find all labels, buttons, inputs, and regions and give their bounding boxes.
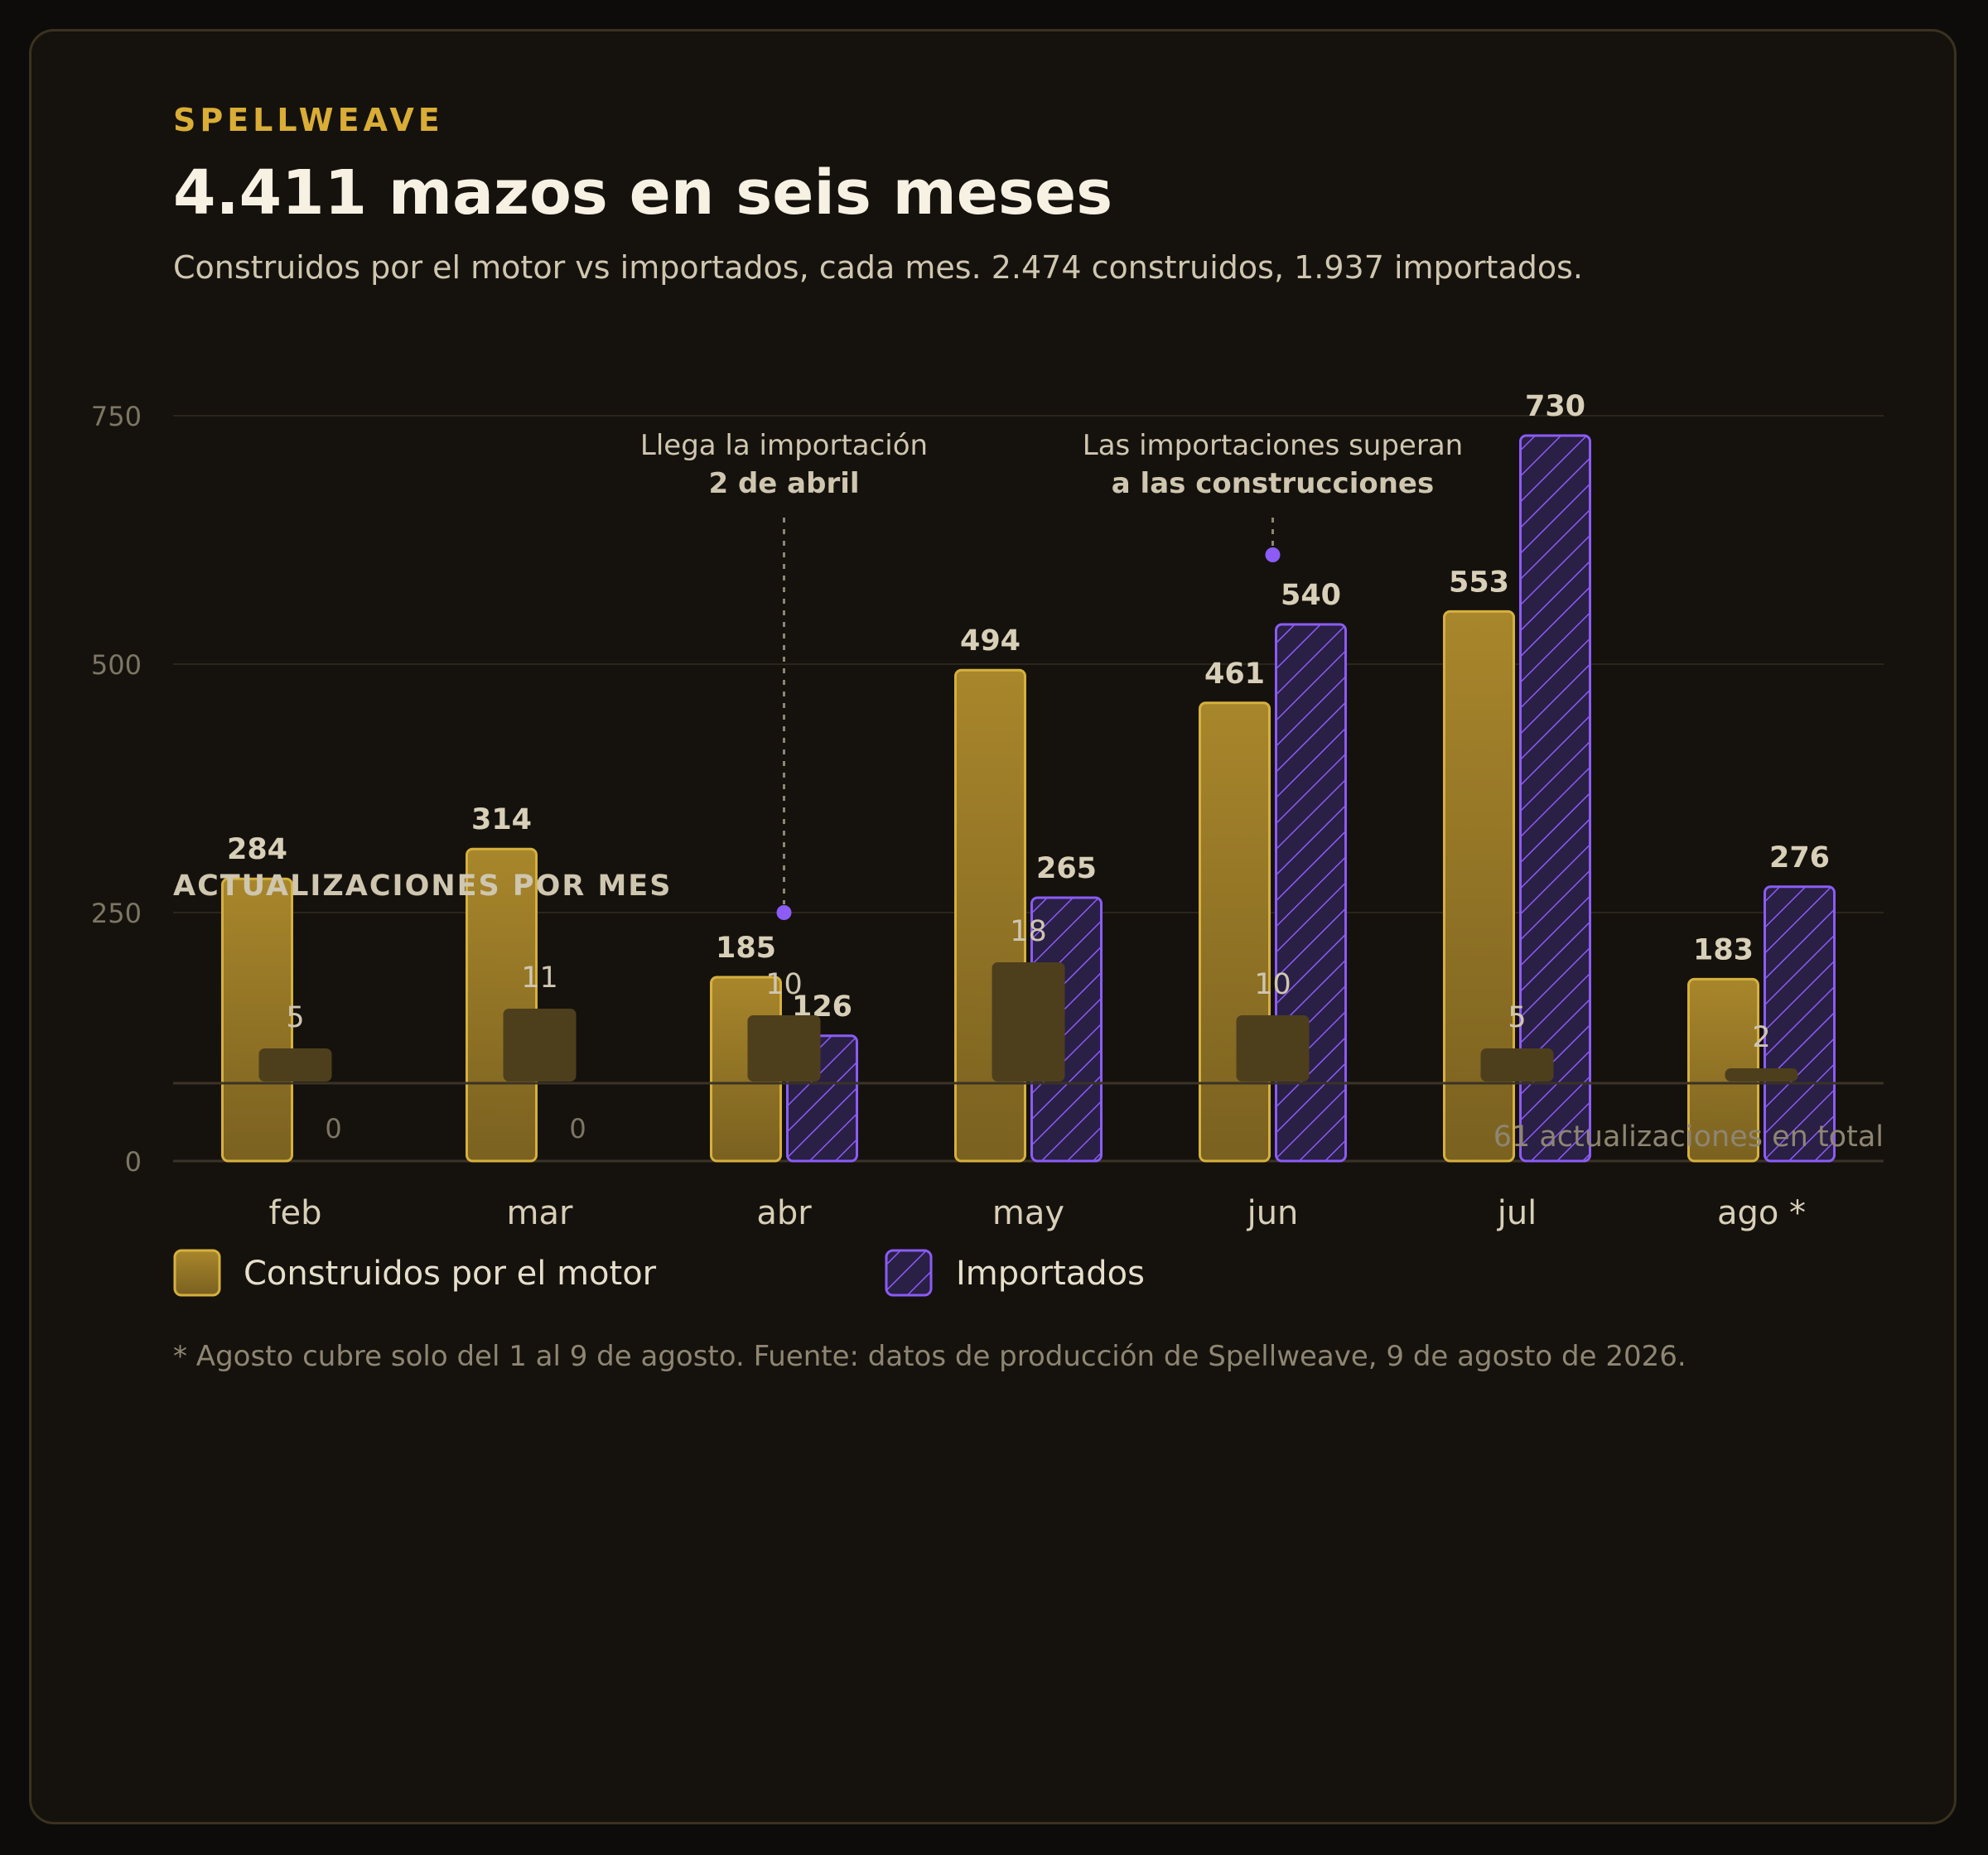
legend-swatch-imported: [885, 1249, 933, 1297]
page-title: 4.411 mazos en seis meses: [173, 157, 1112, 229]
data-label-imported: 0: [325, 1113, 341, 1144]
data-label-imported: 276: [1769, 841, 1830, 874]
update-label: 2: [1752, 1021, 1770, 1054]
update-bar: [503, 1009, 577, 1082]
data-label-imported: 540: [1281, 579, 1341, 612]
update-label: 5: [1508, 1001, 1526, 1034]
bar-built: [1443, 610, 1515, 1163]
y-tick-label: 500: [91, 649, 142, 681]
y-tick-label: 0: [125, 1146, 142, 1178]
data-label-built: 183: [1693, 933, 1754, 966]
x-tick-label: may: [992, 1194, 1064, 1232]
page-subtitle: Construidos por el motor vs importados, …: [173, 249, 1583, 286]
update-label: 11: [521, 961, 558, 995]
update-label: 10: [765, 968, 803, 1001]
update-bar: [992, 962, 1065, 1082]
legend-swatch-built: [173, 1249, 221, 1297]
update-bar: [1725, 1068, 1798, 1082]
x-tick-label: jun: [1247, 1194, 1299, 1232]
y-tick-label: 250: [91, 898, 142, 929]
x-tick-label: jul: [1497, 1194, 1537, 1232]
x-tick-label: ago *: [1717, 1194, 1806, 1232]
data-label-imported: 730: [1525, 390, 1585, 423]
update-label: 18: [1010, 915, 1047, 948]
annotation-layer: Llega la importación 2 de abril Las import…: [640, 429, 1463, 920]
updates-total: 61 actualizaciones en total: [1493, 1120, 1884, 1154]
annotation-text: a las construcciones: [1112, 467, 1434, 500]
annotation-text: 2 de abril: [708, 467, 859, 500]
data-label-built: 284: [227, 833, 287, 866]
update-bar: [258, 1048, 332, 1082]
legend-label-imported: Importados: [956, 1255, 1145, 1293]
updates-bar-layer: 5 11 10 18 10 5 2: [258, 915, 1798, 1082]
bar-layer: 2840feb3140mar185126abr494265may461540ju…: [221, 390, 1836, 1232]
x-tick-label: feb: [268, 1194, 321, 1232]
brand-label: SPELLWEAVE: [173, 102, 444, 138]
chart-card: SPELLWEAVE 4.411 mazos en seis meses Con…: [29, 29, 1957, 1824]
bar-built: [1199, 701, 1271, 1163]
data-label-built: 461: [1204, 658, 1265, 691]
data-label-built: 314: [471, 803, 532, 836]
annotation-dot: [776, 905, 792, 920]
chart-svg: SPELLWEAVE 4.411 mazos en seis meses Con…: [91, 102, 1884, 1373]
updates-title: ACTUALIZACIONES POR MES: [173, 870, 672, 903]
data-label-built: 494: [960, 624, 1021, 658]
update-bar: [747, 1015, 821, 1082]
data-label-imported: 265: [1036, 852, 1097, 885]
update-bar: [1236, 1015, 1310, 1082]
annotation-text: Llega la importación: [640, 429, 928, 462]
annotation-dot: [1265, 547, 1281, 562]
data-label-imported: 0: [569, 1113, 586, 1144]
data-label-built: 553: [1449, 566, 1509, 599]
annotation-text: Las importaciones superan: [1083, 429, 1463, 462]
update-bar: [1480, 1048, 1554, 1082]
y-tick-label: 750: [91, 401, 142, 432]
x-tick-label: mar: [507, 1194, 573, 1232]
update-label: 5: [286, 1001, 304, 1034]
footnote: * Agosto cubre solo del 1 al 9 de agosto…: [173, 1340, 1686, 1373]
bar-imported: [1519, 434, 1591, 1163]
x-tick-label: abr: [756, 1194, 812, 1232]
legend: Construidos por el motor Importados: [173, 1249, 1145, 1297]
bar-built: [221, 877, 293, 1163]
update-label: 10: [1254, 968, 1291, 1001]
data-label-built: 185: [716, 932, 776, 965]
bar-imported: [1764, 885, 1836, 1163]
legend-label-built: Construidos por el motor: [244, 1255, 657, 1293]
